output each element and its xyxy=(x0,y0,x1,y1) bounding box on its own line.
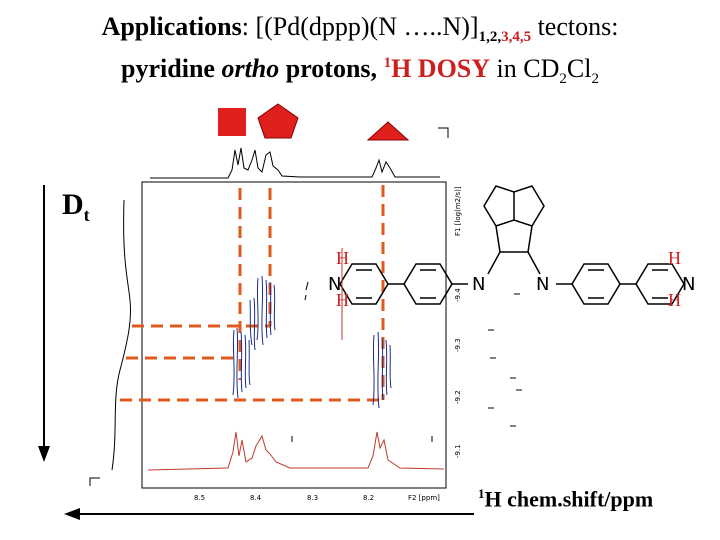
f2-unit: F2 [ppm] xyxy=(408,494,440,502)
f1-tick: -9.3 xyxy=(454,338,462,352)
corner-mark xyxy=(438,127,449,138)
top-projection-spectrum xyxy=(150,147,440,179)
f2-tick: 8.5 xyxy=(194,494,205,502)
n-label: N xyxy=(682,274,695,295)
f1-axis: F1 [log(m2/s)] -9.4 -9.3 -9.2 -9.1 xyxy=(454,186,462,458)
red-square-marker xyxy=(218,108,246,136)
f2-axis: 8.5 8.4 8.3 8.2 F2 [ppm] xyxy=(194,494,440,502)
n-label: N xyxy=(472,274,485,295)
corner-mark-bottom xyxy=(89,477,100,486)
blue-contours xyxy=(232,275,392,409)
small-dash-marks xyxy=(291,281,433,442)
left-projection-spectrum xyxy=(111,199,131,471)
title-line-2: pyridine ortho protons, 1H DOSY in CD2Cl… xyxy=(121,54,599,87)
f1-tick: -9.4 xyxy=(454,288,462,302)
f2-tick: 8.4 xyxy=(250,494,262,502)
dt-arrowhead xyxy=(38,446,50,462)
h-label: H xyxy=(668,290,681,310)
n-label: N xyxy=(536,274,549,295)
chemshift-axis-label: 1H chem.shift/ppm xyxy=(478,486,654,512)
right-dash-marks xyxy=(488,293,522,427)
f1-tick: -9.1 xyxy=(454,444,462,458)
h-label: H xyxy=(336,290,349,310)
ligand-structure xyxy=(339,185,685,305)
f2-tick: 8.2 xyxy=(363,494,374,502)
title-line-1: Applications: [(Pd(dppp)(N …..N)]1,2,3,4… xyxy=(101,12,619,45)
red-triangle-marker xyxy=(366,121,410,141)
h-labels: H H H H xyxy=(336,248,681,310)
f1-label: F1 [log(m2/s)] xyxy=(454,186,462,236)
dt-axis-label: Dt xyxy=(62,188,90,225)
h-label: H xyxy=(668,248,681,268)
structure-labels: N N N N xyxy=(328,274,695,295)
f2-tick: 8.3 xyxy=(307,494,318,502)
n-label: N xyxy=(328,274,341,295)
f1-tick: -9.2 xyxy=(454,390,462,404)
spectrum-frame xyxy=(141,181,447,489)
red-pentagon-marker xyxy=(257,103,299,139)
chemshift-arrowhead xyxy=(64,508,80,520)
bottom-red-spectrum xyxy=(147,431,445,471)
h-label: H xyxy=(336,248,349,268)
